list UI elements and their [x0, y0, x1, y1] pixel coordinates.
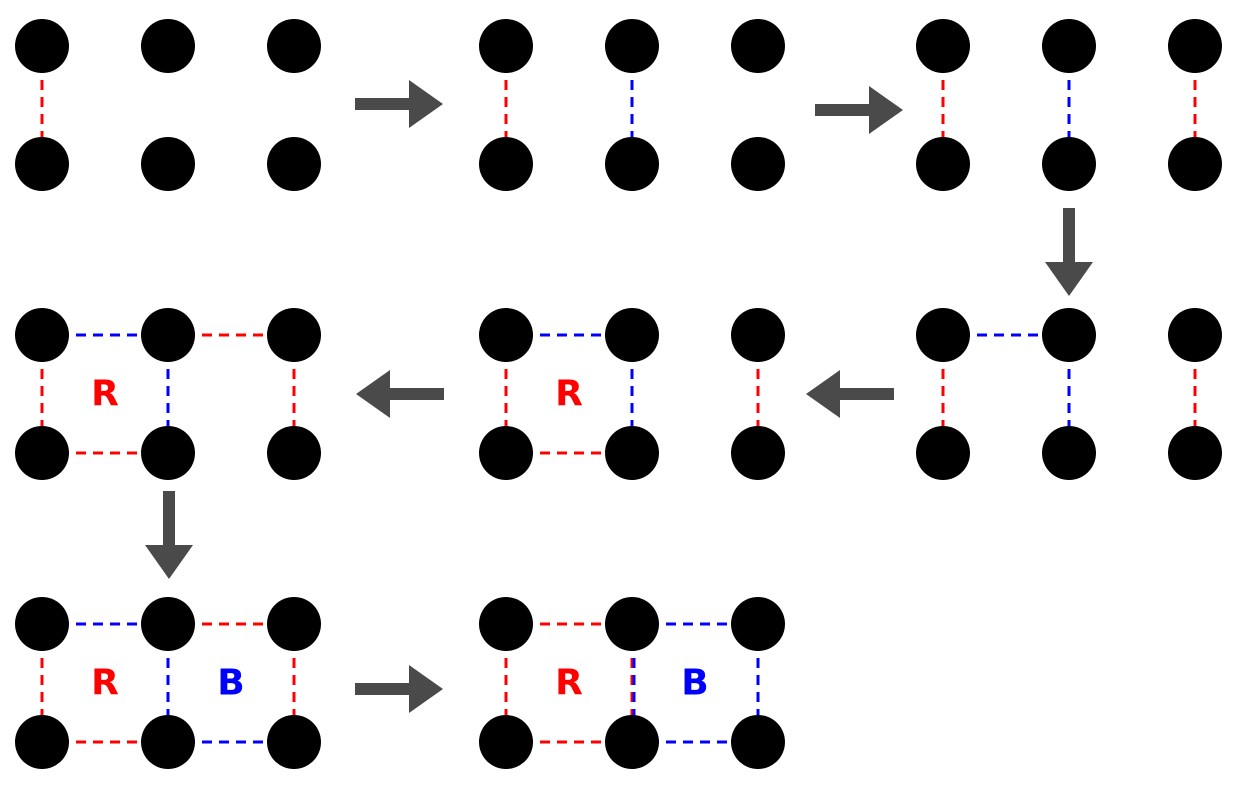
node-bm	[605, 137, 659, 191]
node-tr	[1168, 19, 1222, 73]
node-bl	[479, 426, 533, 480]
node-tl	[479, 19, 533, 73]
node-br	[267, 715, 321, 769]
node-br	[731, 137, 785, 191]
node-tr	[267, 597, 321, 651]
node-bl	[479, 715, 533, 769]
node-br	[267, 426, 321, 480]
node-bm	[141, 426, 195, 480]
node-bm	[605, 715, 659, 769]
node-tm	[1042, 308, 1096, 362]
arrow-down-icon	[145, 491, 193, 579]
node-br	[1168, 137, 1222, 191]
node-tr	[1168, 308, 1222, 362]
node-bm	[141, 715, 195, 769]
node-tl	[15, 597, 69, 651]
cell-label-left: R	[91, 663, 119, 704]
arrow-left-icon	[356, 370, 444, 418]
node-tr	[267, 19, 321, 73]
node-tl	[479, 597, 533, 651]
panel-step-1	[15, 19, 321, 191]
node-tr	[731, 308, 785, 362]
panel-step-2	[479, 19, 785, 191]
node-tl	[15, 19, 69, 73]
panel-step-6: R	[15, 308, 321, 480]
node-bl	[916, 426, 970, 480]
cell-label-left: R	[91, 374, 119, 415]
node-br	[267, 137, 321, 191]
node-tl	[15, 308, 69, 362]
node-bm	[1042, 426, 1096, 480]
cell-label-right: B	[681, 663, 708, 704]
node-tm	[141, 597, 195, 651]
node-tl	[479, 308, 533, 362]
node-bm	[141, 137, 195, 191]
node-tl	[916, 19, 970, 73]
node-bm	[1042, 137, 1096, 191]
node-tr	[731, 19, 785, 73]
node-br	[731, 715, 785, 769]
node-bl	[916, 137, 970, 191]
node-tm	[605, 597, 659, 651]
arrow-right-icon	[815, 86, 903, 134]
node-bl	[15, 137, 69, 191]
arrows-layer	[145, 80, 1093, 713]
node-tr	[731, 597, 785, 651]
panel-step-3	[916, 19, 1222, 191]
node-tr	[267, 308, 321, 362]
node-bl	[15, 426, 69, 480]
panel-step-5: R	[479, 308, 785, 480]
node-tm	[141, 308, 195, 362]
node-tm	[605, 19, 659, 73]
node-tl	[916, 308, 970, 362]
node-br	[1168, 426, 1222, 480]
node-tm	[605, 308, 659, 362]
node-br	[731, 426, 785, 480]
node-bl	[479, 137, 533, 191]
cell-label-left: R	[555, 663, 583, 704]
arrow-right-icon	[355, 80, 443, 128]
panels-layer: RRR B R B	[15, 19, 1222, 769]
arrow-right-icon	[355, 665, 443, 713]
node-bl	[15, 715, 69, 769]
cell-label-left: R	[555, 374, 583, 415]
node-bm	[605, 426, 659, 480]
node-tm	[141, 19, 195, 73]
cell-label-right: B	[217, 663, 244, 704]
panel-step-4	[916, 308, 1222, 480]
arrow-down-icon	[1045, 208, 1093, 296]
node-tm	[1042, 19, 1096, 73]
arrow-left-icon	[806, 370, 894, 418]
